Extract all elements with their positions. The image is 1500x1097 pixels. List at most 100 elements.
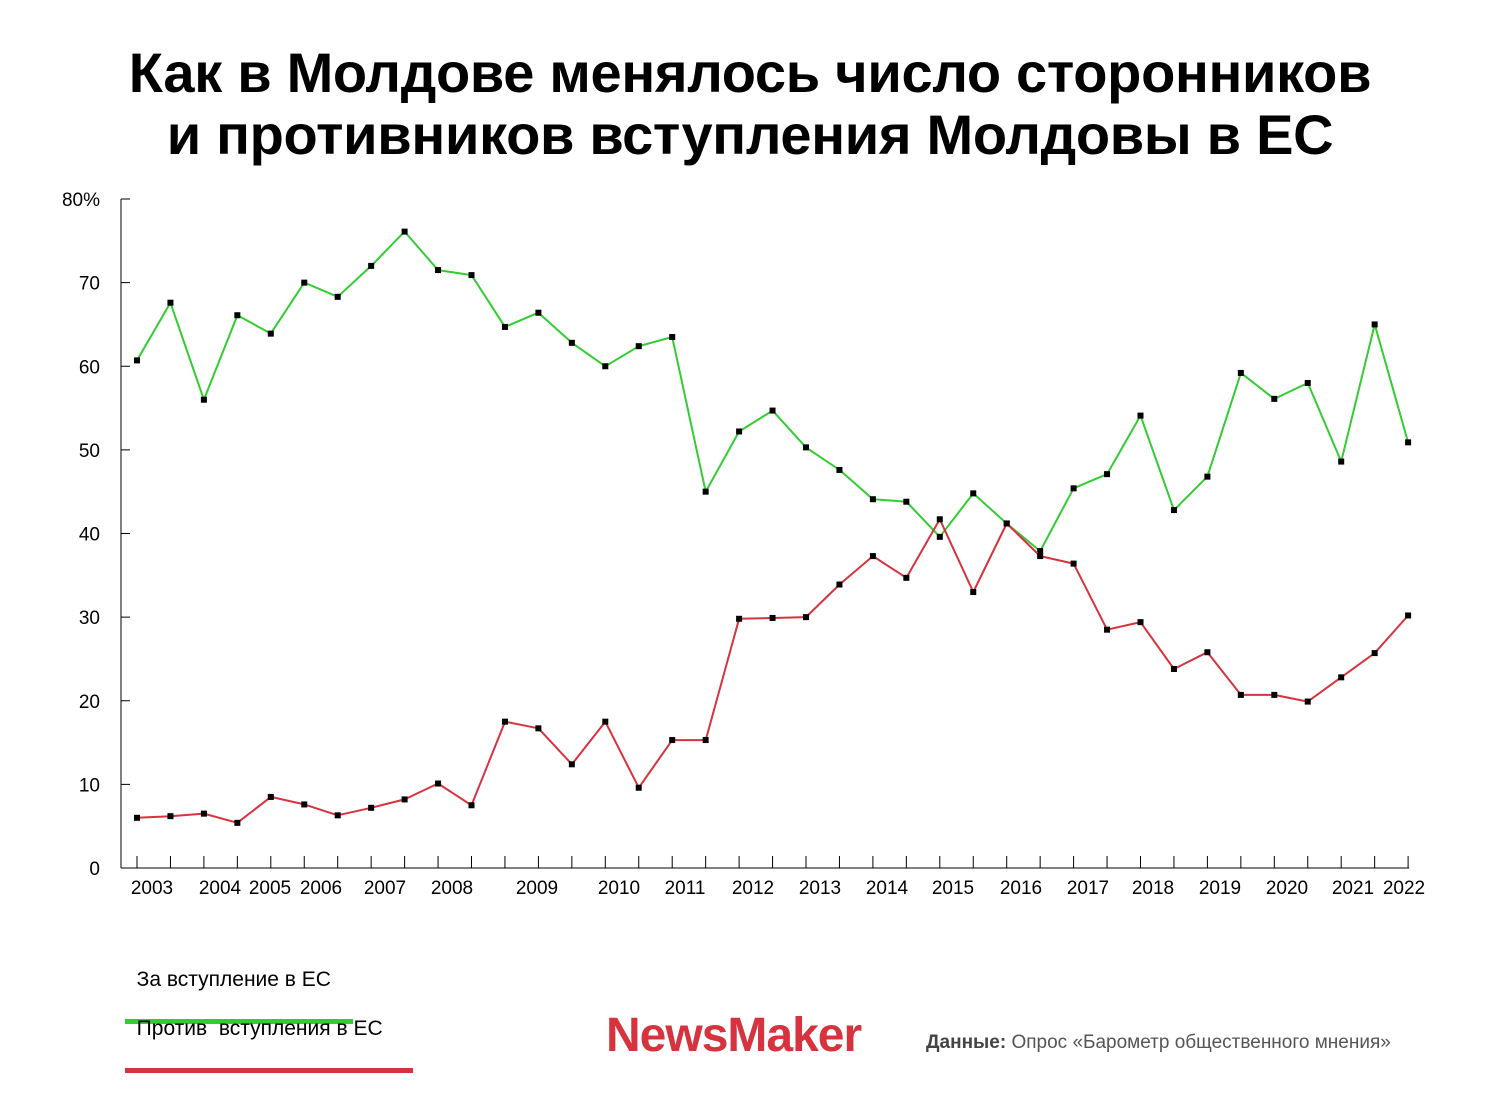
data-point-contra: [769, 614, 776, 621]
data-point-pro: [334, 293, 341, 300]
data-point-contra: [1070, 560, 1077, 567]
data-point-contra: [1204, 649, 1211, 656]
y-axis-ticks: 0 10 20 30 40 50 60 70 80%: [62, 190, 130, 880]
legend-swatch-contra: [125, 1068, 413, 1073]
legend-swatch-pro: [125, 1019, 353, 1024]
newsmaker-logo: NewsMaker: [606, 1009, 862, 1062]
data-point-pro: [267, 330, 274, 337]
data-point-pro: [401, 228, 408, 235]
x-tick-label: 2005: [249, 878, 291, 899]
data-point-contra: [869, 553, 876, 560]
x-tick-label: 2014: [866, 878, 909, 899]
data-point-pro: [702, 488, 709, 495]
data-point-contra: [435, 780, 442, 787]
y-tick-label: 60: [79, 357, 100, 378]
x-tick-label: 2008: [431, 878, 473, 899]
data-point-pro: [1137, 412, 1144, 419]
data-point-pro: [970, 490, 977, 497]
data-point-contra: [401, 796, 408, 803]
x-tick-label: 2016: [1000, 878, 1042, 899]
data-point-pro: [1237, 369, 1244, 376]
data-point-contra: [836, 581, 843, 588]
data-point-contra: [234, 819, 241, 826]
data-point-pro: [535, 309, 542, 316]
chart-title-line-1: Как в Молдове менялось число сторонников: [128, 41, 1372, 104]
data-point-pro: [1371, 321, 1378, 328]
data-point-pro: [234, 312, 241, 319]
x-tick-label: 2006: [300, 878, 342, 899]
data-point-contra: [635, 784, 642, 791]
y-tick-label: 50: [79, 441, 100, 462]
data-point-pro: [769, 407, 776, 414]
data-point-pro: [903, 498, 910, 505]
x-tick-label: 2018: [1132, 878, 1174, 899]
data-point-contra: [1371, 650, 1378, 657]
data-point-pro: [134, 357, 140, 364]
y-tick-label: 80%: [62, 190, 100, 211]
data-point-contra: [702, 737, 709, 744]
data-point-contra: [736, 615, 743, 622]
data-point-pro: [836, 466, 843, 473]
y-tick-label: 30: [79, 608, 100, 629]
chart-title-line-2: и противников вступления Молдовы в ЕС: [166, 103, 1334, 166]
chart-title: Как в Молдове менялось число сторонников…: [0, 42, 1500, 166]
data-point-contra: [1405, 612, 1412, 619]
data-point-contra: [568, 761, 575, 768]
data-point-contra: [1338, 674, 1345, 681]
data-point-contra: [970, 589, 977, 596]
data-point-contra: [468, 802, 475, 809]
x-tick-label: 2011: [665, 878, 706, 899]
y-tick-label: 40: [79, 525, 100, 546]
x-tick-label: 2020: [1266, 878, 1308, 899]
data-point-pro: [736, 428, 743, 435]
legend-label-pro: За вступление в ЕС: [136, 968, 331, 991]
data-point-contra: [1304, 698, 1311, 705]
data-point-pro: [669, 333, 676, 340]
x-tick-label: 2022: [1383, 878, 1425, 899]
data-point-contra: [167, 813, 174, 820]
data-point-contra: [1037, 553, 1044, 560]
data-point-pro: [501, 323, 508, 330]
x-tick-label: 2021: [1332, 878, 1374, 899]
data-point-contra: [1003, 520, 1010, 527]
data-point-contra: [1137, 619, 1144, 626]
data-point-pro: [568, 339, 575, 346]
x-tick-label: 2015: [932, 878, 974, 899]
data-point-contra: [1170, 665, 1177, 672]
data-point-pro: [869, 496, 876, 503]
x-tick-label: 2003: [131, 878, 173, 899]
x-tick-label: 2019: [1199, 878, 1241, 899]
legend-item-contra: Против вступления в ЕС: [125, 993, 413, 1097]
data-point-contra: [1104, 626, 1111, 633]
data-point-contra: [1237, 691, 1244, 698]
x-tick-label: 2010: [598, 878, 640, 899]
data-point-pro: [1304, 379, 1311, 386]
data-point-contra: [134, 814, 140, 821]
x-tick-label: 2007: [364, 878, 406, 899]
y-tick-label: 20: [79, 692, 100, 713]
data-point-pro: [167, 299, 174, 306]
data-point-contra: [501, 718, 508, 725]
data-point-contra: [903, 574, 910, 581]
data-point-contra: [669, 737, 676, 744]
data-source-text: Опрос «Барометр общественного мнения»: [1011, 1032, 1391, 1053]
series-line-contra: [136, 518, 1409, 824]
data-point-contra: [803, 614, 809, 621]
data-point-contra: [334, 812, 341, 819]
data-point-contra: [368, 804, 375, 811]
data-point-contra: [267, 793, 274, 800]
y-tick-label: 70: [79, 274, 100, 295]
data-point-pro: [468, 272, 475, 279]
data-source: Данные: Опрос «Барометр общественного мн…: [926, 1032, 1391, 1054]
data-point-contra: [200, 810, 207, 817]
data-point-pro: [200, 396, 207, 403]
x-tick-label: 2017: [1067, 878, 1109, 899]
data-point-pro: [936, 533, 943, 540]
x-tick-label: 2009: [516, 878, 558, 899]
data-point-pro: [1070, 485, 1077, 492]
x-tick-label: 2013: [799, 878, 841, 899]
data-point-contra: [301, 801, 308, 808]
data-point-pro: [301, 279, 308, 286]
data-point-pro: [803, 444, 809, 451]
